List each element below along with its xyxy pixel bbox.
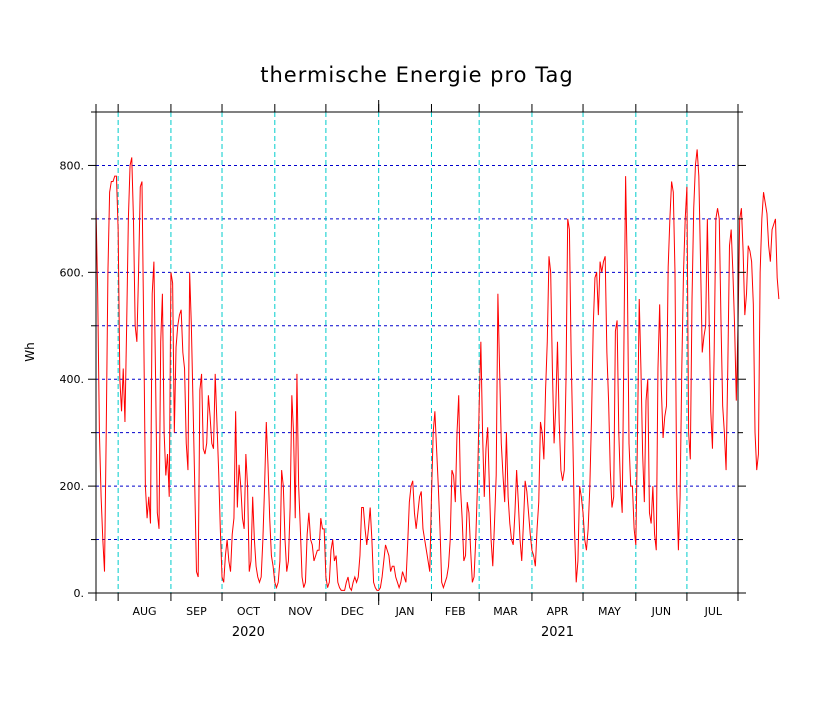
- axis-ticks: [88, 100, 746, 605]
- plot-frame: [95, 111, 739, 594]
- x-tick-label: OCT: [237, 605, 260, 618]
- x-tick-label: JUL: [704, 605, 723, 618]
- x-tick-label: APR: [547, 605, 569, 618]
- chart-title: thermische Energie pro Tag: [260, 63, 574, 87]
- x-tick-label: AUG: [132, 605, 156, 618]
- y-tick-label: 0.: [74, 587, 85, 600]
- year-label: 2020: [232, 625, 265, 640]
- x-tick-label: JAN: [395, 605, 415, 618]
- x-tick-label: FEB: [445, 605, 466, 618]
- x-tick-label: DEC: [341, 605, 364, 618]
- x-tick-label: NOV: [288, 605, 313, 618]
- x-tick-label: MAR: [493, 605, 518, 618]
- y-tick-label: 200.: [60, 480, 85, 493]
- plot-border: [95, 111, 739, 594]
- y-tick-label: 800.: [60, 159, 85, 172]
- x-tick-label: MAY: [598, 605, 621, 618]
- x-tick-label: SEP: [186, 605, 207, 618]
- y-tick-label: 600.: [60, 266, 85, 279]
- vertical-gridlines: [117, 112, 688, 593]
- axis-tick-labels: 0. 200. 400. 600. 800. AUG SEP OCT NOV DEC JAN FEB M…: [60, 159, 723, 640]
- year-label: 2021: [541, 625, 574, 640]
- y-axis-label: Wh: [23, 342, 37, 361]
- series-group: [95, 149, 780, 592]
- series-line: [95, 149, 780, 592]
- x-tick-label: JUN: [651, 605, 672, 618]
- y-tick-label: 400.: [60, 373, 85, 386]
